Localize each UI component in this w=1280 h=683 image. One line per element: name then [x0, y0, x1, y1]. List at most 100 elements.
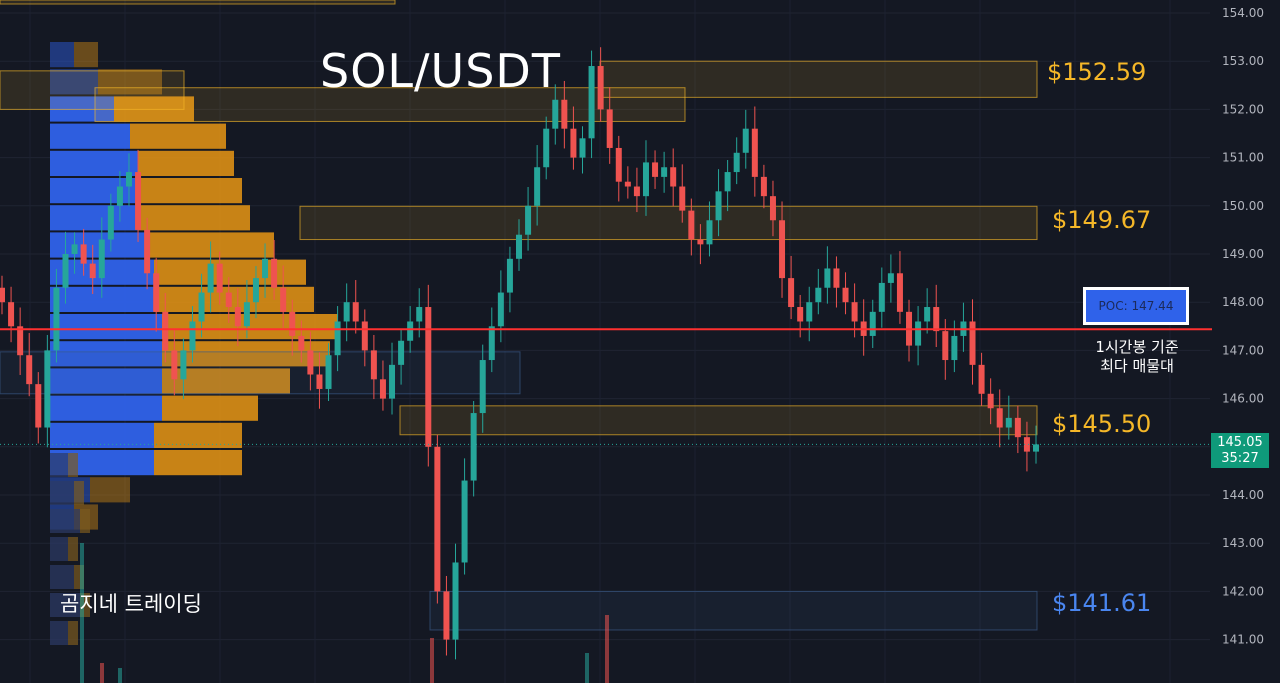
price-tick-label: 143.00 — [1222, 536, 1264, 550]
volume-profile-sell-bar — [90, 477, 130, 503]
poc-note-line2: 최다 매물대 — [1100, 357, 1174, 375]
candle-body — [98, 239, 105, 279]
candle-body — [924, 307, 931, 322]
watermark-text: 곰지네 트레이딩 — [60, 592, 202, 616]
poc-label-box: POC: 147.44 — [1083, 287, 1189, 325]
overlay-lines — [0, 328, 1212, 445]
candle-body — [561, 99, 568, 129]
candle-body — [425, 307, 432, 447]
candle-body — [17, 326, 24, 356]
candle-body — [343, 302, 350, 322]
price-tick-label: 151.00 — [1222, 151, 1264, 165]
candle-body — [180, 350, 187, 380]
candle-body — [144, 229, 151, 274]
candle-body — [534, 167, 541, 206]
candle-body — [44, 350, 51, 428]
volume-profile-low-bar — [68, 537, 78, 561]
candle-body — [516, 234, 522, 259]
candle-body — [570, 128, 577, 158]
candle-body — [189, 321, 196, 351]
volume-profile-buy-bar — [50, 232, 146, 258]
candle-body — [370, 350, 377, 380]
candle-body — [80, 244, 87, 264]
level-label-149: $149.67 — [1052, 206, 1152, 234]
zone-146 — [0, 351, 521, 395]
candle-body — [1023, 437, 1030, 452]
volume-profile-sell-bar — [138, 205, 250, 231]
candle-body — [915, 321, 922, 346]
poc-note-line1: 1시간봉 기준 — [1095, 338, 1179, 356]
candle-body — [8, 302, 15, 327]
volume-profile-buy-bar — [50, 178, 138, 204]
current-price-value: 145.05 — [1217, 435, 1263, 450]
volume-profile-sell-bar — [154, 286, 314, 312]
volume-profile-low-bar — [68, 621, 78, 645]
candle-body — [452, 562, 459, 640]
volume-profile-low-bar — [50, 509, 80, 533]
candle-body — [497, 292, 504, 327]
volume-profile-buy-bar — [50, 205, 138, 231]
candle-body — [597, 66, 604, 110]
candle-body — [1005, 417, 1012, 428]
candle-body — [951, 335, 958, 361]
volume-profile-sell-bar — [138, 178, 242, 204]
price-tick-label: 153.00 — [1222, 54, 1264, 68]
volume-bars — [80, 543, 609, 683]
volume-profile-sell-bar — [98, 69, 162, 95]
candle-body — [588, 66, 595, 139]
candle-body — [878, 282, 885, 312]
candle-body — [443, 591, 450, 640]
candle-body — [1014, 417, 1021, 438]
price-axis[interactable]: 154.00 153.00 152.00 151.00 150.00 149.00 148.… — [1222, 6, 1264, 647]
candle-body — [407, 321, 414, 341]
price-tick-label: 152.00 — [1222, 102, 1264, 116]
price-tick-label: 147.00 — [1222, 343, 1264, 357]
candle-body — [624, 181, 631, 187]
candle-body — [760, 176, 767, 197]
candle-body — [162, 311, 169, 351]
candle-body — [389, 364, 396, 399]
candle-body — [352, 302, 359, 322]
candle-body — [706, 220, 713, 245]
price-tick-label: 144.00 — [1222, 488, 1264, 502]
volume-bar — [430, 638, 434, 683]
candle-body — [26, 355, 33, 385]
candle-body — [153, 273, 160, 312]
zone-149 — [299, 205, 1038, 241]
level-label-141: $141.61 — [1052, 589, 1152, 617]
candle-body — [416, 307, 423, 322]
candle-body — [479, 360, 486, 414]
zone-145 — [399, 405, 1038, 436]
volume-profile-low-bar — [50, 621, 68, 645]
candle-body — [71, 244, 78, 254]
volume-profile-buy-bar — [50, 123, 130, 149]
volume-profile-sell-bar — [74, 42, 98, 68]
zone-mid-152 — [94, 87, 686, 122]
candle-body — [280, 287, 287, 312]
candle-body — [661, 167, 668, 177]
candle-body — [135, 172, 142, 230]
candle-body — [35, 384, 42, 428]
volume-profile-sell-bar — [130, 123, 226, 149]
level-label-152: $152.59 — [1047, 58, 1147, 86]
candle-body — [207, 263, 214, 293]
candle-body — [234, 307, 241, 327]
volume-profile-buy-bar — [50, 150, 138, 176]
candle-body — [652, 162, 659, 177]
poc-label: POC: 147.44 — [1098, 299, 1174, 313]
volume-profile-low-bar — [68, 453, 78, 477]
volume-profile-sell-bar — [154, 422, 242, 448]
candle-body — [815, 287, 822, 303]
volume-profile-buy-bar — [50, 395, 162, 421]
candle-body — [216, 263, 223, 293]
volume-profile-sell-bar — [154, 450, 242, 476]
volume-profile-low-bar — [50, 481, 74, 505]
volume-profile-sell-bar — [154, 259, 306, 285]
candle-body — [470, 413, 477, 481]
candle-body — [171, 350, 178, 380]
candle-body — [987, 393, 994, 409]
candle-body — [842, 287, 849, 303]
candle-body — [1033, 444, 1039, 452]
